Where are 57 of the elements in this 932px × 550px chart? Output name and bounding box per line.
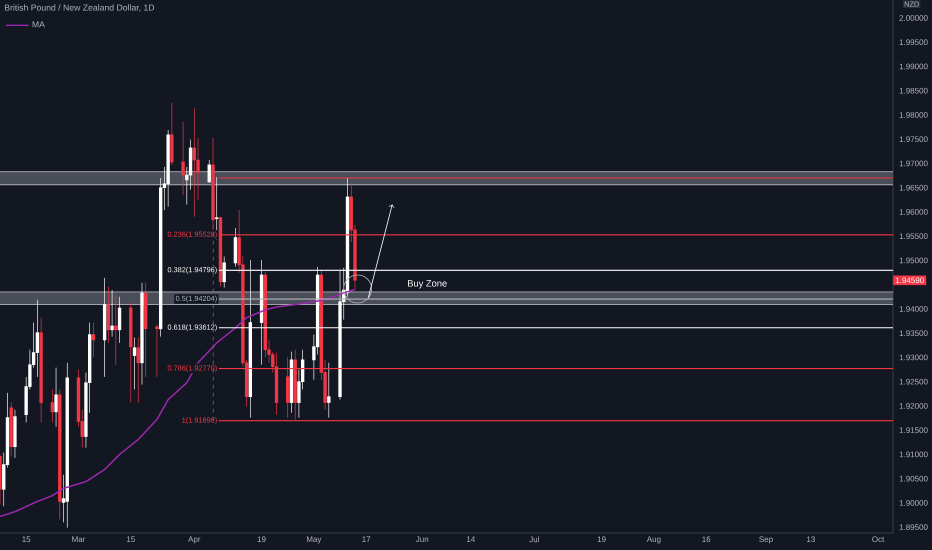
y-tick-label: 2.00000: [899, 15, 928, 21]
legend-label: MA: [32, 21, 45, 28]
y-tick-label: 1.91000: [900, 452, 928, 458]
y-tick-label: 1.96000: [900, 209, 928, 215]
candlestick: [118, 296, 122, 344]
candlestick: [144, 282, 148, 378]
x-tick-label: 19: [598, 536, 606, 542]
y-tick-label: 1.90500: [900, 476, 928, 482]
y-tick-label: 1.93500: [900, 330, 928, 336]
y-tick-label: 1.98000: [900, 112, 928, 118]
annotation: Buy Zone: [408, 280, 447, 289]
x-tick-label: Jul: [529, 536, 539, 542]
y-tick-label: 1.92500: [900, 378, 928, 385]
candlestick: [290, 351, 294, 414]
x-tick-label: May: [306, 536, 322, 544]
y-tick-label: 1.99000: [900, 64, 928, 70]
x-tick-label: 13: [806, 536, 815, 542]
candlestick: [155, 324, 159, 378]
chart-title: British Pound / New Zealand Dollar, 1D: [4, 4, 154, 12]
y-tick-label: 1.94000: [900, 306, 928, 312]
x-tick-label: Jun: [416, 536, 428, 542]
x-tick-label: 14: [466, 536, 476, 542]
y-tick-label: 1.95000: [900, 258, 928, 264]
x-tick-label: Sep: [759, 536, 773, 544]
candlestick: [234, 228, 238, 268]
candlestick: [92, 322, 96, 358]
x-tick-label: 19: [258, 536, 266, 542]
y-tick-label: 1.96500: [900, 184, 928, 191]
candlestick: [170, 102, 174, 166]
x-tick-label: Apr: [188, 536, 200, 544]
y-tick-label: 1.90000: [900, 500, 928, 506]
text: 1.94590: [896, 277, 924, 284]
y-tick-label: 1.93000: [900, 354, 928, 360]
candlestick: [140, 282, 144, 385]
y-tick-label: 1.91500: [900, 427, 928, 434]
x-tick-label: 15: [126, 536, 135, 542]
y-tick-label: 1.95500: [900, 233, 928, 240]
x-tick-label: Oct: [872, 536, 884, 542]
y-tick-label: 1.89500: [900, 524, 928, 530]
x-tick-label: 15: [22, 536, 30, 542]
candlestick: [132, 337, 136, 390]
candlestick: [181, 121, 185, 196]
x-tick-label: Mar: [72, 536, 86, 542]
y-tick-label: 1.92000: [900, 403, 928, 409]
y-tick-label: 1.97000: [900, 160, 928, 166]
candlestick: [129, 302, 132, 403]
x-tick-label: 17: [362, 536, 370, 542]
candlestick: [208, 160, 211, 184]
candlestick: [136, 337, 140, 403]
y-tick-label: 1.98500: [900, 88, 928, 94]
x-tick-label: Aug: [646, 536, 660, 544]
y-tick-label: 1.99500: [900, 39, 928, 46]
y-tick-label: 1.97500: [900, 136, 928, 142]
x-tick-label: 16: [702, 536, 710, 542]
candlestick: [166, 130, 170, 207]
candlestick: [106, 286, 110, 344]
candlestick: [102, 278, 106, 378]
